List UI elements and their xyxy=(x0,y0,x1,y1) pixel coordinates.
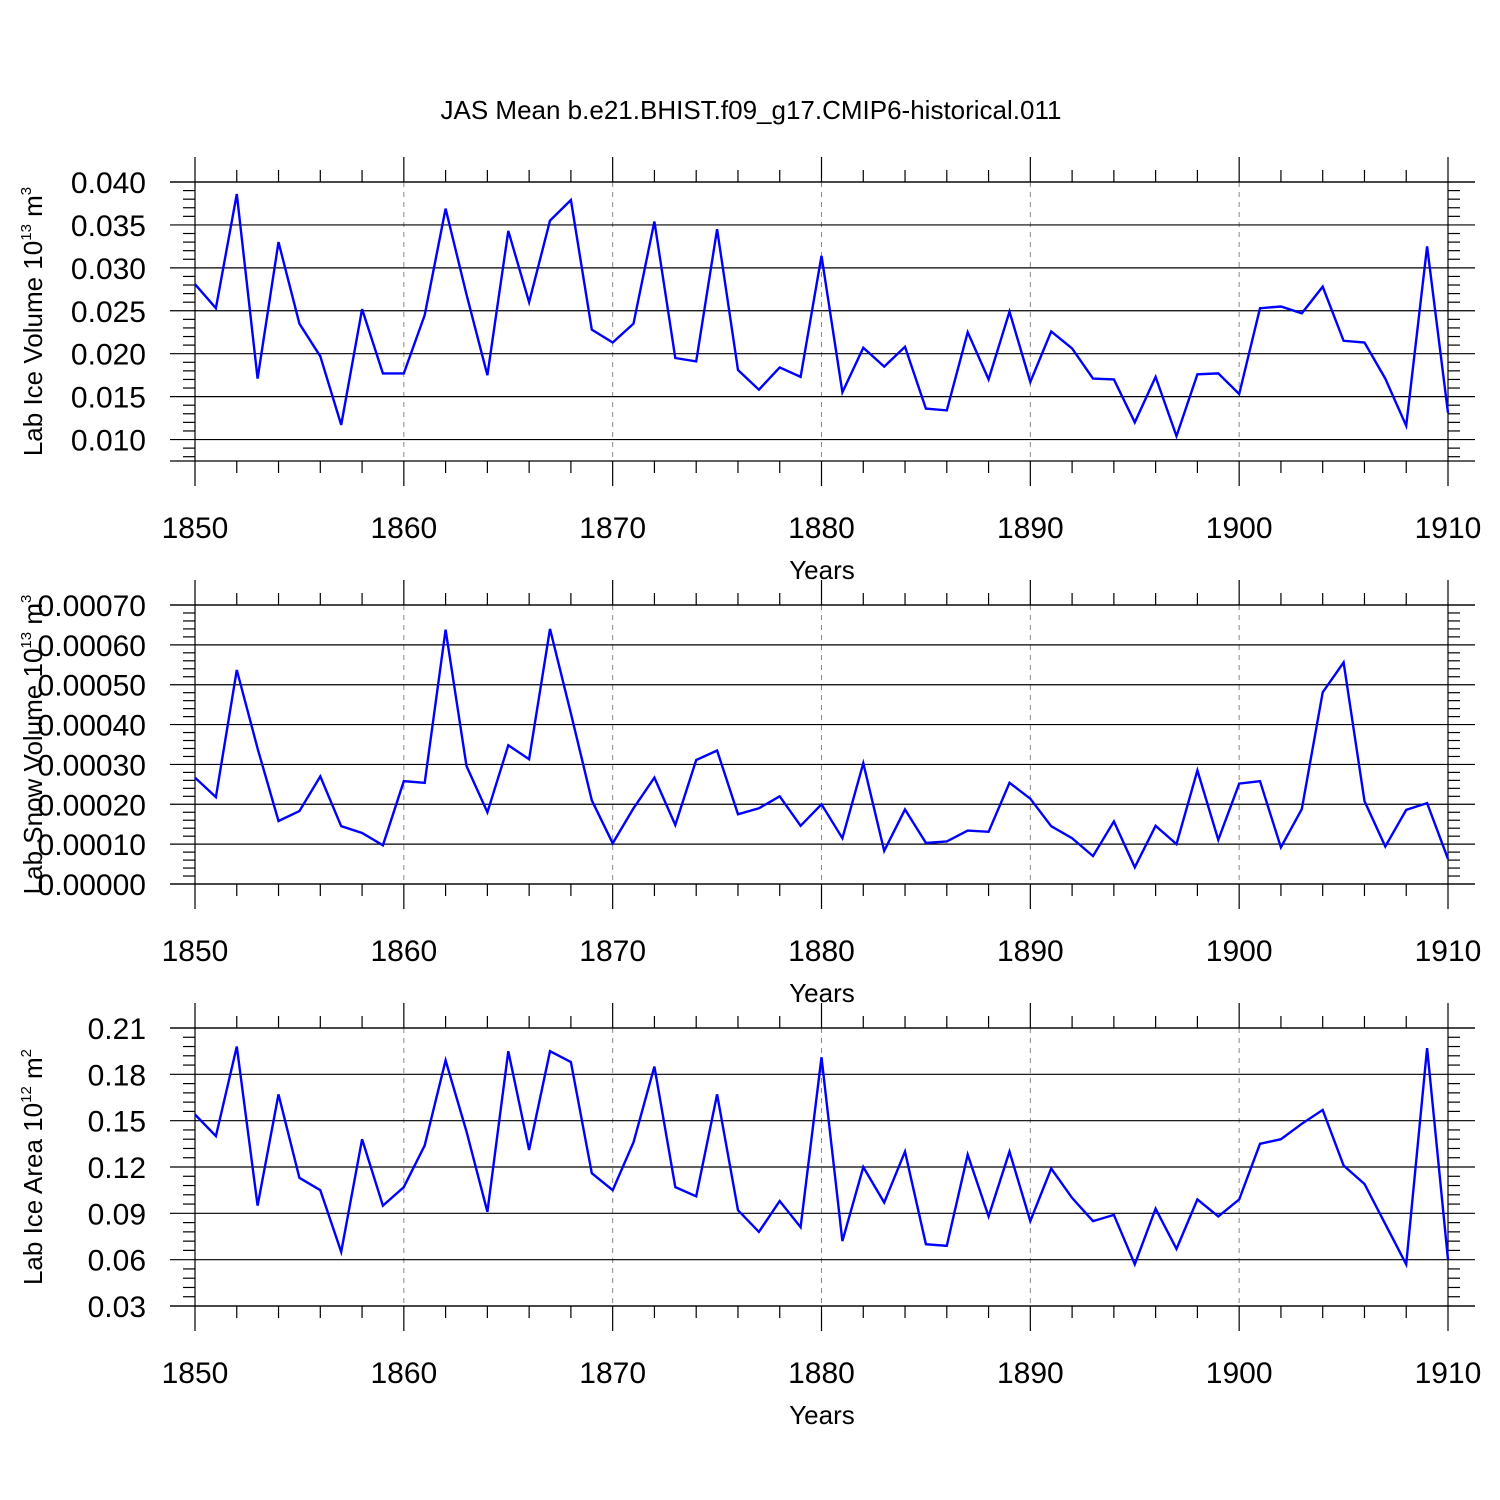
x-tick-label: 1900 xyxy=(1206,512,1273,545)
y-axis-title: Lab Ice Volume 1013 m3 xyxy=(18,187,48,456)
y-tick-label: 0.00020 xyxy=(38,789,146,822)
x-tick-label: 1890 xyxy=(997,935,1064,968)
y-axis-title-text: Lab Ice Volume 10 xyxy=(18,241,48,456)
y-tick-label: 0.00010 xyxy=(38,829,146,862)
y-tick-label: 0.040 xyxy=(71,167,146,200)
x-tick-label: 1890 xyxy=(997,512,1064,545)
x-tick-label: 1850 xyxy=(162,1357,229,1390)
x-tick-label: 1900 xyxy=(1206,1357,1273,1390)
y-axis-title-superscript: 13 xyxy=(18,224,35,241)
y-tick-label: 0.00070 xyxy=(38,590,146,623)
x-tick-label: 1870 xyxy=(579,935,646,968)
y-axis-title-superscript: 2 xyxy=(18,1049,35,1057)
x-tick-label: 1870 xyxy=(579,512,646,545)
y-tick-label: 0.00030 xyxy=(38,749,146,782)
y-axis-title-text: m xyxy=(18,603,48,632)
x-tick-label: 1880 xyxy=(788,512,855,545)
x-tick-label: 1880 xyxy=(788,1357,855,1390)
x-tick-label: 1850 xyxy=(162,935,229,968)
x-tick-label: 1860 xyxy=(370,512,437,545)
y-tick-label: 0.020 xyxy=(71,339,146,372)
panels: 1850 1860 1870 1880 1890 1900 1910 0.010 0.015 0.… xyxy=(18,157,1481,1430)
y-axis-title-text: m xyxy=(18,1057,48,1086)
x-tick-label: 1910 xyxy=(1415,935,1482,968)
x-tick-label: 1910 xyxy=(1415,1357,1482,1390)
x-tick-label: 1890 xyxy=(997,1357,1064,1390)
y-axis-title-text: Lab Ice Area 10 xyxy=(18,1103,48,1285)
y-tick-label: 0.030 xyxy=(71,253,146,286)
x-tick-label: 1900 xyxy=(1206,935,1273,968)
y-tick-label: 0.03 xyxy=(88,1291,146,1324)
y-tick-label: 0.12 xyxy=(88,1152,146,1185)
x-tick-label: 1870 xyxy=(579,1357,646,1390)
y-axis-title-superscript: 3 xyxy=(18,187,35,195)
chart-title: JAS Mean b.e21.BHIST.f09_g17.CMIP6-histo… xyxy=(441,95,1062,125)
y-tick-label: 0.15 xyxy=(88,1106,146,1139)
y-tick-label: 0.00000 xyxy=(38,869,146,902)
x-axis-title: Years xyxy=(789,1400,855,1430)
y-axis-title-text: Lab Snow Volume 10 xyxy=(18,649,48,895)
chart-panel-1: 1850 1860 1870 1880 1890 1900 1910 0.010 0.015 0.… xyxy=(18,157,1481,585)
y-tick-label: 0.00060 xyxy=(38,630,146,663)
y-tick-label: 0.21 xyxy=(88,1013,146,1046)
y-tick-label: 0.035 xyxy=(71,210,146,243)
y-tick-label: 0.06 xyxy=(88,1245,146,1278)
y-tick-label: 0.010 xyxy=(71,425,146,458)
y-tick-label: 0.09 xyxy=(88,1198,146,1231)
y-tick-label: 0.00050 xyxy=(38,670,146,703)
y-axis-title-superscript: 12 xyxy=(18,1086,35,1103)
y-tick-label: 0.00040 xyxy=(38,710,146,743)
x-tick-label: 1860 xyxy=(370,1357,437,1390)
y-tick-label: 0.015 xyxy=(71,382,146,415)
x-tick-label: 1880 xyxy=(788,935,855,968)
x-tick-label: 1910 xyxy=(1415,512,1482,545)
chart-panel-3: 1850 1860 1870 1880 1890 1900 1910 0.03 0.06 0.09… xyxy=(18,1003,1481,1430)
chart-panel-2: 1850 1860 1870 1880 1890 1900 1910 0.00000 0.000… xyxy=(18,580,1481,1008)
y-axis-title-superscript: 3 xyxy=(18,595,35,603)
y-axis-title-superscript: 13 xyxy=(18,632,35,649)
y-axis-title-text: m xyxy=(18,195,48,224)
y-axis-title: Lab Snow Volume 1013 m3 xyxy=(18,595,48,895)
y-tick-label: 0.18 xyxy=(88,1059,146,1092)
y-tick-label: 0.025 xyxy=(71,296,146,329)
x-tick-label: 1850 xyxy=(162,512,229,545)
y-axis-title: Lab Ice Area 1012 m2 xyxy=(18,1049,48,1285)
x-tick-label: 1860 xyxy=(370,935,437,968)
